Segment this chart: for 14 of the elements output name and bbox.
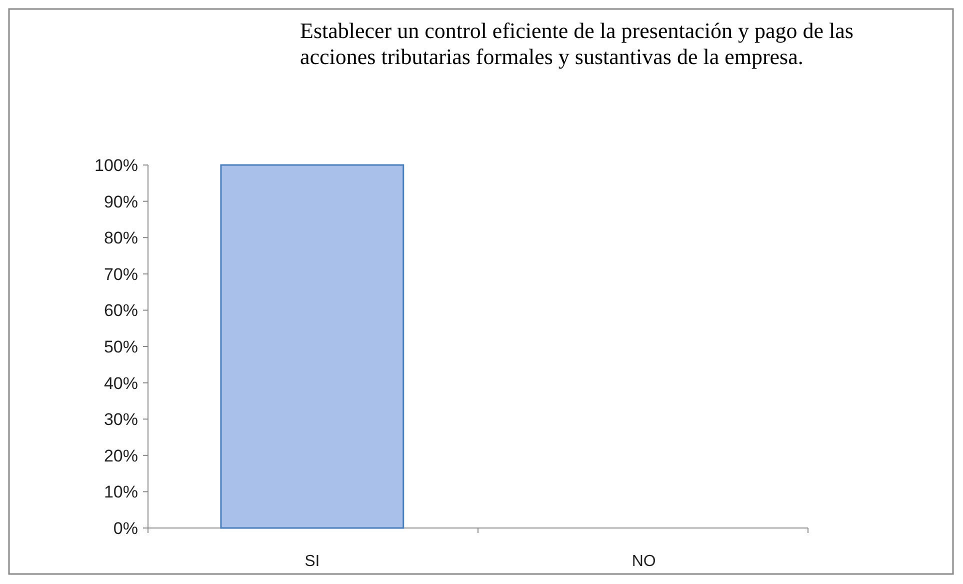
y-tick-label: 90% [104, 192, 138, 212]
y-tick-label: 100% [94, 156, 138, 175]
y-tick-label: 20% [104, 446, 138, 466]
y-tick-label: 80% [104, 228, 138, 248]
y-tick-label: 10% [104, 482, 138, 502]
x-tick-label: SI [304, 553, 320, 570]
y-tick-label: 70% [104, 264, 138, 284]
y-tick-label: 0% [113, 518, 138, 538]
y-tick-label: 30% [104, 410, 138, 430]
y-tick-label: 60% [104, 301, 138, 320]
x-tick-label: NO [632, 553, 656, 570]
chart-title: Establecer un control eficiente de la presentación y pago de las acciones tributarias formales y sustantivas de la empresa. [300, 18, 854, 69]
y-tick-label: 50% [104, 337, 138, 356]
y-tick-label: 40% [104, 374, 138, 393]
